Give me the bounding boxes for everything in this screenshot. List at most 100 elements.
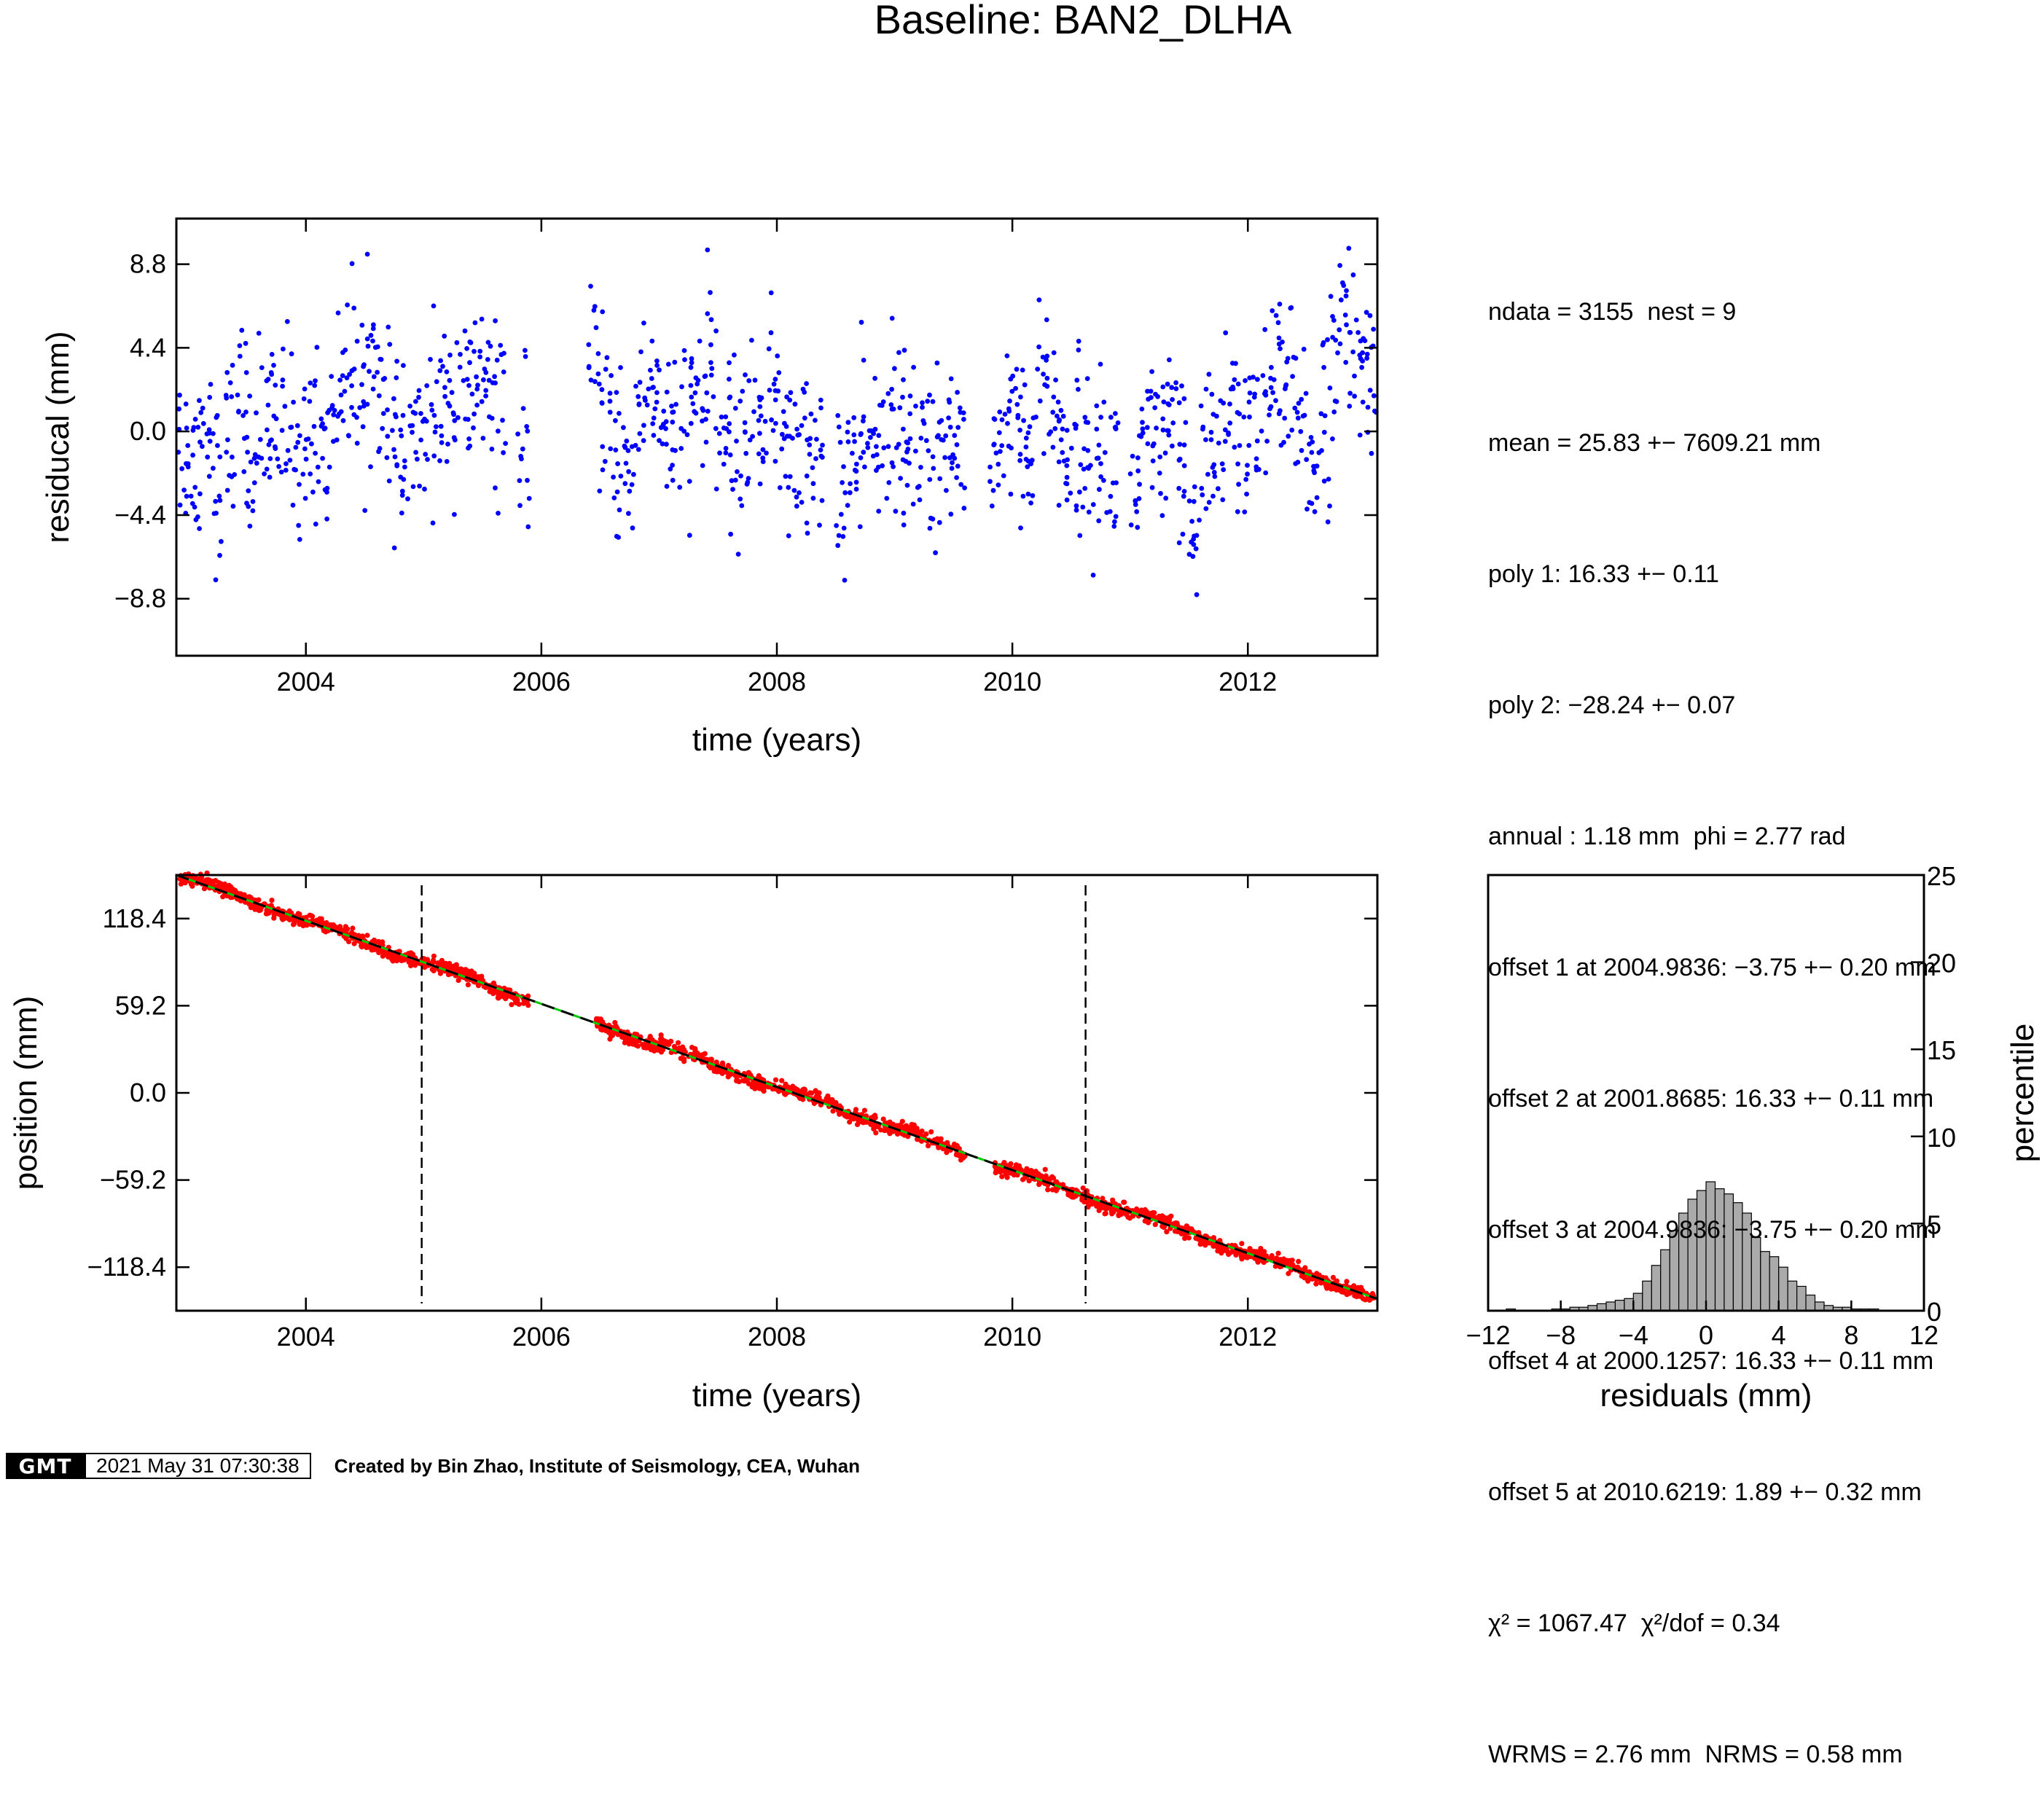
residual-point (380, 425, 386, 431)
residual-point (807, 436, 813, 442)
residual-point (629, 444, 635, 450)
residual-point (1247, 391, 1253, 396)
residual-point (1074, 377, 1080, 383)
residual-point (768, 290, 774, 296)
residual-point (368, 464, 373, 469)
residual-point (1150, 458, 1156, 463)
residual-point (888, 402, 894, 407)
residual-point (643, 398, 648, 403)
residual-point (1211, 469, 1217, 475)
residual-point (727, 421, 732, 426)
residual-point (1235, 461, 1240, 467)
residual-point (836, 424, 842, 430)
residual-point (1312, 509, 1318, 514)
residual-point (716, 431, 722, 436)
stat-line: offset 3 at 2004.9836: −3.75 +− 0.20 mm (1488, 1216, 1936, 1244)
residual-point (693, 410, 699, 416)
residual-point (900, 394, 905, 400)
residual-point (501, 450, 506, 455)
residual-point (1220, 497, 1226, 503)
residual-point (243, 409, 249, 415)
residual-point (735, 469, 740, 474)
residual-point (417, 483, 422, 489)
residual-point (1223, 330, 1229, 336)
residual-point (600, 309, 606, 315)
residual-point (177, 502, 183, 508)
residual-point (936, 519, 942, 525)
residual-point (367, 369, 372, 374)
residual-point (359, 322, 365, 328)
residual-point (1245, 463, 1250, 468)
residual-point (842, 490, 848, 495)
residual-point (1176, 400, 1182, 406)
residual-point (818, 405, 824, 411)
residual-point (732, 406, 738, 411)
residual-point (1113, 514, 1119, 519)
residual-point (1077, 489, 1082, 495)
residual-point (760, 459, 766, 464)
residual-point (474, 386, 480, 392)
residual-point (1136, 496, 1142, 501)
residual-point (617, 411, 622, 416)
residual-point (1051, 350, 1057, 356)
residual-point (204, 431, 210, 436)
residual-point (1200, 424, 1206, 430)
position-point (854, 1121, 861, 1127)
residual-point (771, 381, 777, 387)
residual-point (1151, 441, 1157, 447)
residual-point (1308, 435, 1314, 440)
residual-point (1165, 428, 1170, 434)
residual-point (481, 377, 486, 383)
position-point (1028, 1168, 1034, 1174)
residual-point (1237, 443, 1243, 448)
residual-point (1208, 429, 1214, 435)
residual-point (794, 503, 799, 509)
residual-point (679, 384, 684, 390)
residual-point (660, 441, 665, 447)
residual-point (729, 478, 735, 484)
position-point (1331, 1286, 1337, 1292)
residual-point (337, 411, 342, 417)
residual-point (681, 348, 687, 353)
residual-point (1017, 452, 1023, 457)
residual-point (471, 425, 476, 431)
residual-point (200, 420, 206, 426)
residual-point (618, 474, 624, 479)
residual-point (891, 464, 896, 469)
residual-point (743, 450, 749, 456)
residual-point (1058, 437, 1064, 442)
residual-point (351, 305, 357, 311)
residuals-ytick-label: 8.8 (130, 249, 166, 279)
residual-point (762, 418, 768, 424)
residual-point (709, 366, 715, 372)
residual-point (1028, 501, 1033, 506)
residual-point (1282, 415, 1288, 421)
residual-point (609, 373, 614, 378)
residual-point (711, 394, 716, 399)
residual-point (468, 340, 474, 345)
residual-point (384, 455, 390, 460)
residual-point (184, 493, 189, 499)
residual-point (1135, 455, 1141, 460)
residual-point (651, 415, 657, 421)
residual-point (607, 409, 613, 415)
residual-point (493, 318, 498, 323)
residual-point (451, 435, 457, 441)
residual-point (464, 377, 470, 382)
residual-point (1186, 498, 1192, 503)
residual-point (840, 480, 845, 485)
residual-point (592, 379, 598, 385)
residual-point (440, 364, 445, 369)
residual-point (708, 360, 713, 365)
residual-point (597, 488, 603, 494)
residual-point (1367, 313, 1373, 318)
residual-point (995, 461, 1001, 467)
residual-point (658, 425, 664, 431)
residual-point (817, 522, 822, 528)
residual-point (1104, 510, 1110, 515)
residual-point (394, 414, 399, 420)
residual-point (695, 381, 700, 387)
residual-point (920, 400, 925, 406)
position-point (376, 949, 382, 955)
residual-point (862, 464, 867, 470)
